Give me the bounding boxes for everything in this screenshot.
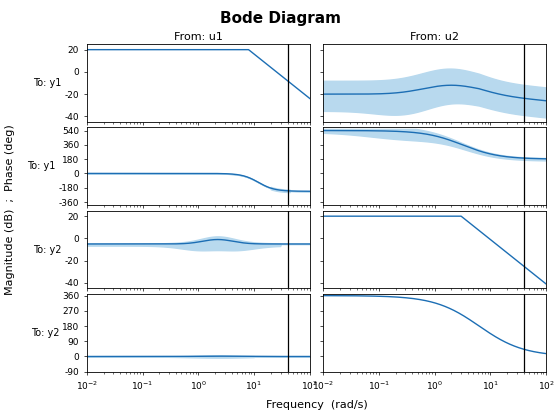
Y-axis label: To: y2: To: y2 bbox=[33, 244, 62, 255]
Y-axis label: To: y2: To: y2 bbox=[31, 328, 59, 338]
Title: From: u1: From: u1 bbox=[174, 32, 223, 42]
Title: From: u2: From: u2 bbox=[410, 32, 459, 42]
Y-axis label: To: y1: To: y1 bbox=[27, 161, 56, 171]
Text: Bode Diagram: Bode Diagram bbox=[220, 10, 340, 26]
Text: Magnitude (dB)  ;  Phase (deg): Magnitude (dB) ; Phase (deg) bbox=[5, 125, 15, 295]
Y-axis label: To: y1: To: y1 bbox=[34, 78, 62, 88]
Text: Frequency  (rad/s): Frequency (rad/s) bbox=[265, 399, 367, 409]
